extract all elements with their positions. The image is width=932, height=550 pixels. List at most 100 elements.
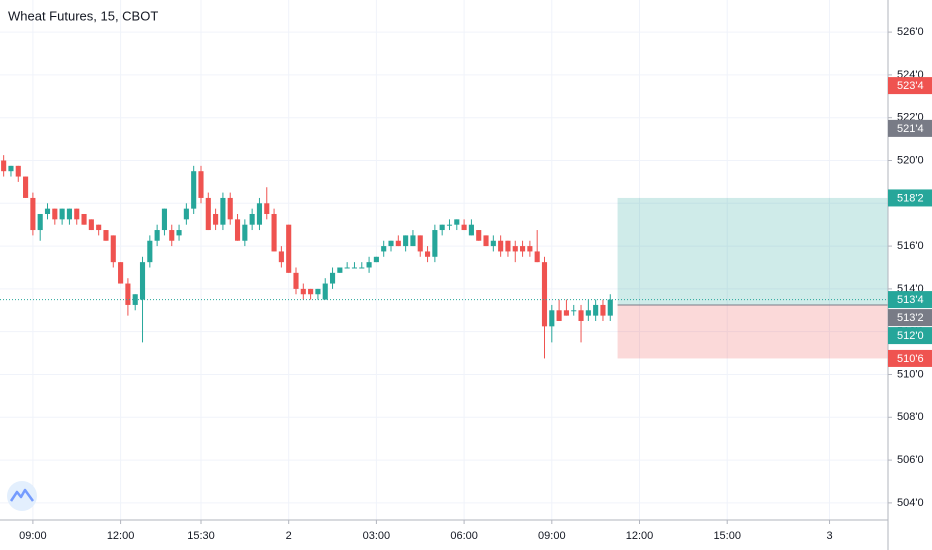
candle-body (373, 256, 379, 263)
candle-body (344, 267, 350, 269)
candle-body (490, 240, 496, 247)
candle-body (505, 240, 511, 252)
candle-body (249, 213, 255, 225)
x-tick-label: 09:00 (19, 530, 47, 542)
loss-zone (617, 304, 888, 359)
candle-body (461, 224, 467, 231)
candle-body (118, 262, 124, 284)
candle-body (271, 213, 277, 252)
candle-body (337, 267, 343, 273)
candle-body (454, 219, 460, 225)
candle-body (600, 304, 606, 316)
candle-body (520, 246, 526, 252)
candle-body (607, 299, 613, 316)
candles (0, 155, 888, 359)
candle-body (388, 240, 394, 247)
y-tick-label: 520'0 (897, 154, 924, 166)
candle-body (585, 310, 591, 316)
candle-body (234, 219, 241, 241)
labels: 526'0524'0522'0520'0518'0516'0514'0512'0… (19, 26, 932, 542)
candle-body (293, 272, 299, 289)
candle-body (556, 310, 562, 321)
candle-body (593, 304, 599, 316)
x-tick-label: 12:00 (626, 530, 654, 542)
candle-body (66, 208, 72, 220)
candle-body (315, 288, 321, 295)
candle-body (359, 267, 365, 269)
price-label: 513'4 (897, 294, 924, 306)
candle-body (322, 283, 328, 300)
x-tick-label: 2 (286, 530, 292, 542)
candle-body (23, 176, 29, 198)
candle-body (37, 213, 43, 231)
candle-body (205, 197, 211, 231)
position-tool (617, 197, 888, 359)
price-label-box (888, 189, 932, 207)
candle-body (147, 240, 153, 263)
x-tick-label: 06:00 (450, 530, 478, 542)
candle-body (30, 197, 36, 231)
candle-body (139, 262, 146, 300)
candle-body (44, 208, 51, 214)
candle-body (512, 246, 518, 252)
candle-body (446, 224, 453, 226)
candle-body (432, 230, 438, 257)
candle-body (176, 230, 182, 236)
candle-body (439, 224, 445, 231)
candle-body (300, 288, 306, 295)
candle-body (169, 230, 175, 241)
candle-body (571, 310, 577, 312)
candle-body (366, 262, 372, 268)
price-label: 510'6 (897, 353, 924, 365)
candle-body (1, 160, 7, 172)
candle-body (59, 208, 65, 220)
candle-body (534, 251, 540, 263)
candle-body (476, 230, 482, 241)
x-tick-label: 3 (826, 530, 832, 542)
candle-body (96, 224, 102, 231)
candle-body (395, 240, 401, 247)
candle-body (286, 224, 292, 273)
price-label-box (888, 309, 932, 327)
candle-body (308, 288, 314, 295)
x-tick-label: 15:00 (713, 530, 741, 542)
candle-body (125, 283, 131, 305)
candle-body (213, 213, 219, 225)
logo[interactable] (7, 481, 37, 511)
x-tick-label: 03:00 (363, 530, 391, 542)
candle-body (549, 310, 555, 327)
x-tick-label: 12:00 (107, 530, 135, 542)
candle-body (410, 235, 416, 247)
candle-body (498, 240, 504, 252)
y-tick-label: 516'0 (897, 240, 924, 252)
grid (0, 0, 888, 520)
logo-icon[interactable] (9, 488, 35, 502)
candle-body (191, 171, 197, 209)
candle-body (161, 208, 168, 231)
y-tick-label: 508'0 (897, 411, 924, 423)
chart-title: Wheat Futures, 15, CBOT (8, 8, 158, 23)
candle-body (541, 262, 548, 327)
price-label: 513'2 (897, 312, 924, 324)
price-label-box (888, 349, 932, 367)
candle-body (403, 235, 409, 247)
candle-body (468, 224, 474, 236)
candle-body (227, 197, 233, 220)
candle-body (483, 235, 489, 247)
candle-body (15, 165, 21, 177)
y-tick-label: 526'0 (897, 26, 924, 38)
candle-body (242, 224, 248, 241)
candle-body (198, 171, 204, 198)
price-label-box (888, 327, 932, 345)
x-tick-label: 15:30 (187, 530, 215, 542)
candle-body (74, 208, 80, 220)
candle-body (424, 251, 431, 257)
candle-body (103, 230, 109, 241)
y-tick-label: 504'0 (897, 497, 924, 509)
candle-body (110, 235, 116, 263)
price-label: 521'4 (897, 123, 924, 135)
candle-body (52, 208, 58, 220)
